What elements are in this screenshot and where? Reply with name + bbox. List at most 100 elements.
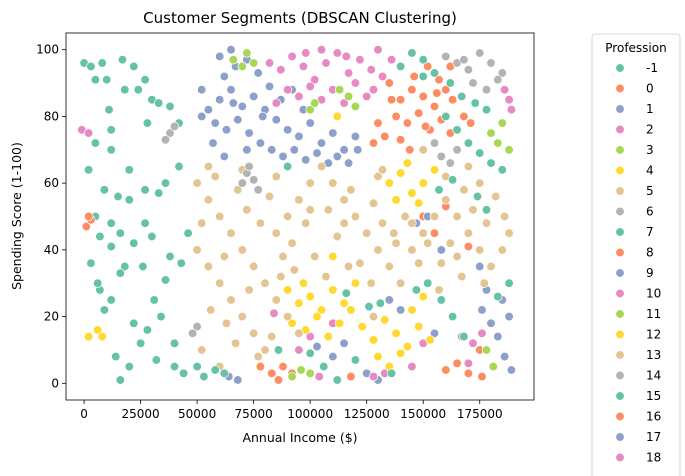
scatter-point: [350, 101, 361, 112]
scatter-point: [242, 205, 252, 215]
scatter-point: [305, 178, 315, 188]
scatter-point: [497, 68, 507, 78]
scatter-point: [99, 185, 110, 195]
scatter-point: [244, 285, 254, 295]
scatter-point: [271, 171, 281, 182]
scatter-point: [264, 58, 275, 68]
scatter-point: [463, 228, 474, 238]
scatter-point: [504, 278, 514, 288]
scatter-point: [463, 241, 474, 252]
scatter-point: [463, 138, 474, 148]
scatter-point: [169, 121, 180, 132]
scatter-point: [294, 298, 304, 308]
scatter-point: [357, 321, 367, 332]
scatter-point: [210, 118, 220, 128]
scatter-point: [244, 128, 254, 138]
legend-marker: [615, 124, 625, 135]
scatter-point: [287, 238, 297, 248]
scatter-point: [249, 91, 259, 102]
scatter-point: [298, 278, 309, 288]
scatter-point: [436, 258, 446, 268]
scatter-point: [226, 228, 236, 238]
plot-area: 0 25000 50000 75000 100000 125000 150000 175000…: [36, 32, 535, 421]
scatter-point: [481, 205, 492, 215]
scatter-point: [287, 51, 297, 62]
scatter-point: [310, 75, 320, 85]
scatter-point: [90, 138, 101, 148]
scatter-point: [425, 335, 435, 345]
scatter-point: [368, 138, 379, 148]
scatter-point: [106, 145, 116, 155]
scatter-point: [407, 48, 417, 58]
scatter-point: [282, 285, 293, 295]
scatter-point: [305, 205, 315, 215]
scatter-point: [206, 305, 216, 315]
scatter-point: [355, 258, 365, 268]
scatter-point: [366, 65, 376, 75]
y-axis-label: Spending Score (1-100): [9, 142, 24, 290]
scatter-point: [497, 245, 507, 255]
scatter-point: [414, 321, 424, 332]
scatter-point: [120, 261, 130, 272]
scatter-point: [140, 75, 150, 85]
scatter-point: [301, 48, 311, 58]
scatter-point: [414, 108, 424, 118]
scatter-point: [135, 338, 146, 348]
scatter-point: [468, 338, 478, 348]
scatter-point: [305, 291, 315, 302]
scatter-point: [504, 95, 514, 105]
scatter-point: [332, 48, 342, 58]
scatter-point: [418, 71, 428, 82]
x-tick-label: 75000: [235, 407, 273, 421]
scatter-point: [339, 338, 349, 348]
scatter-point: [391, 328, 401, 338]
scatter-point: [237, 61, 247, 72]
scatter-point: [341, 288, 351, 298]
scatter-point: [380, 315, 390, 325]
scatter-point: [405, 145, 415, 155]
scatter-point: [339, 298, 349, 308]
legend-label: 0: [646, 82, 654, 96]
scatter-point: [255, 138, 266, 148]
scatter-point: [418, 145, 428, 155]
scatter-point: [391, 111, 401, 122]
scatter-point: [305, 105, 315, 115]
scatter-point: [481, 218, 492, 228]
scatter-point: [221, 125, 232, 135]
scatter-point: [305, 368, 315, 378]
scatter-point: [93, 278, 103, 288]
scatter-point: [339, 195, 349, 205]
scatter-point: [316, 138, 327, 148]
scatter-point: [384, 178, 394, 188]
scatter-point: [407, 188, 417, 198]
scatter-point: [414, 258, 424, 268]
scatter-point: [475, 48, 485, 58]
scatter-point: [271, 98, 281, 108]
legend-marker: [615, 411, 625, 422]
scatter-point: [475, 148, 485, 158]
scatter-point: [102, 75, 112, 85]
scatter-point: [312, 148, 322, 158]
scatter-point: [373, 45, 383, 55]
scatter-point: [441, 85, 451, 95]
scatter-point: [242, 48, 252, 58]
scatter-point: [249, 175, 259, 185]
scatter-point: [99, 305, 110, 315]
scatter-point: [242, 145, 252, 155]
legend-marker: [615, 288, 625, 299]
legend-marker: [615, 350, 625, 360]
scatter-point: [233, 375, 243, 385]
scatter-point: [481, 345, 492, 355]
scatter-point: [423, 278, 433, 288]
y-axis: 0 20 40 60 80 100: [36, 43, 66, 390]
scatter-point: [395, 168, 406, 178]
scatter-point: [271, 228, 281, 238]
legend-marker: [615, 83, 625, 94]
scatter-point: [165, 128, 175, 138]
scatter-point: [316, 161, 327, 172]
scatter-point: [233, 115, 243, 125]
scatter-point: [362, 228, 372, 238]
scatter-point: [445, 78, 455, 88]
scatter-point: [350, 278, 361, 288]
scatter-point: [463, 358, 474, 368]
